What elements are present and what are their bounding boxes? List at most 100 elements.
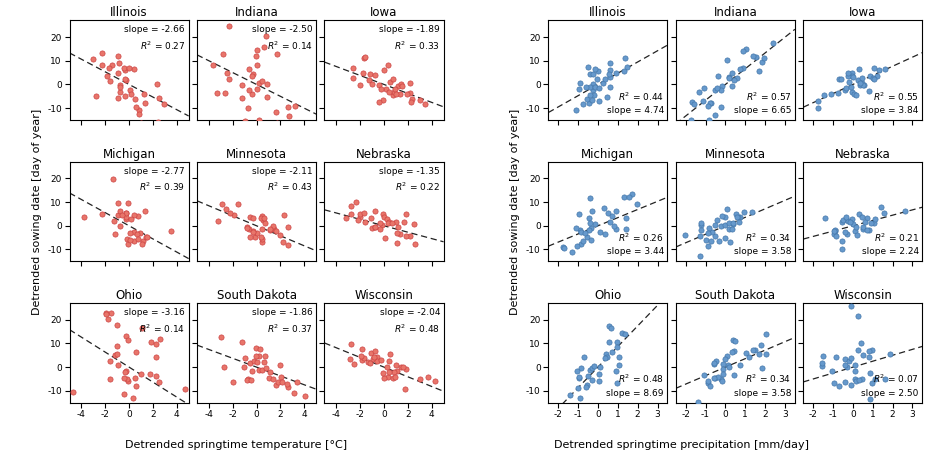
Point [89, 93, 104, 100]
Text: $R^2$ = 0.34
slope = 3.58: $R^2$ = 0.34 slope = 3.58 [734, 373, 792, 398]
Point [722, 74, 737, 81]
Point [210, 89, 224, 96]
Point [582, 219, 597, 226]
Point [240, 376, 255, 383]
Point [265, 375, 280, 383]
Point [368, 223, 383, 230]
Point [258, 353, 273, 360]
Point [372, 81, 387, 89]
Point [372, 225, 387, 233]
Point [259, 33, 273, 40]
Point [602, 71, 616, 78]
Point [427, 378, 442, 385]
Point [249, 229, 264, 237]
Point [759, 330, 774, 337]
Point [844, 89, 859, 96]
Point [367, 354, 382, 361]
Point [116, 391, 131, 398]
Point [110, 199, 125, 207]
Point [730, 213, 744, 221]
Point [608, 368, 623, 375]
Point [582, 71, 597, 78]
Title: Iowa: Iowa [849, 6, 877, 19]
Point [831, 90, 845, 97]
Point [380, 216, 395, 223]
Point [619, 215, 634, 222]
Point [356, 209, 371, 217]
Point [850, 346, 865, 354]
Point [852, 81, 867, 88]
Point [269, 108, 284, 116]
Point [122, 236, 137, 243]
Point [346, 65, 361, 72]
Point [413, 375, 427, 383]
Point [752, 350, 767, 358]
Point [365, 355, 380, 362]
Point [122, 229, 137, 236]
Point [281, 104, 296, 111]
Point [685, 99, 700, 106]
Point [719, 353, 734, 360]
Title: Ohio: Ohio [116, 289, 143, 302]
Point [862, 348, 877, 355]
Point [148, 354, 163, 361]
Point [838, 379, 853, 386]
Point [391, 224, 406, 231]
Point [735, 65, 750, 72]
Text: Detrended springtime temperature [°C]: Detrended springtime temperature [°C] [125, 440, 348, 450]
Point [587, 92, 602, 99]
Point [573, 227, 588, 234]
Point [374, 85, 388, 92]
Point [391, 82, 406, 90]
Point [856, 352, 870, 359]
Point [602, 323, 616, 330]
Point [120, 375, 134, 383]
Point [213, 334, 228, 341]
Point [854, 339, 869, 347]
Title: Wisconsin: Wisconsin [355, 289, 413, 302]
Point [845, 73, 860, 81]
Point [402, 79, 417, 86]
Point [584, 224, 599, 231]
Point [226, 211, 241, 218]
Point [605, 212, 620, 220]
Point [370, 354, 385, 361]
Point [235, 81, 249, 88]
Point [136, 237, 151, 244]
Point [151, 378, 166, 385]
Point [848, 375, 863, 383]
Point [581, 214, 596, 222]
Point [700, 243, 715, 250]
Point [584, 376, 599, 384]
Point [152, 94, 167, 101]
Point [725, 349, 740, 356]
Point [877, 375, 892, 383]
Point [218, 90, 233, 97]
Point [610, 344, 625, 351]
Point [364, 349, 379, 357]
Text: $R^2$ = 0.34
slope = 3.58: $R^2$ = 0.34 slope = 3.58 [734, 232, 792, 256]
Point [110, 351, 125, 358]
Text: $R^2$ = 0.48
slope = 8.69: $R^2$ = 0.48 slope = 8.69 [606, 373, 664, 398]
Point [246, 228, 260, 235]
Point [603, 66, 617, 74]
Point [254, 233, 269, 241]
Point [134, 324, 149, 331]
Point [338, 215, 353, 222]
Point [722, 363, 737, 370]
Point [629, 200, 644, 207]
Point [354, 345, 369, 352]
Point [867, 76, 882, 83]
Point [573, 394, 588, 401]
Point [694, 219, 709, 227]
Point [716, 370, 730, 377]
Point [569, 242, 584, 249]
Point [837, 361, 852, 369]
Point [110, 211, 125, 218]
Point [129, 230, 144, 238]
Point [829, 233, 844, 240]
Title: Nebraska: Nebraska [835, 147, 891, 161]
Point [583, 194, 598, 201]
Point [118, 209, 133, 217]
Point [216, 51, 231, 58]
